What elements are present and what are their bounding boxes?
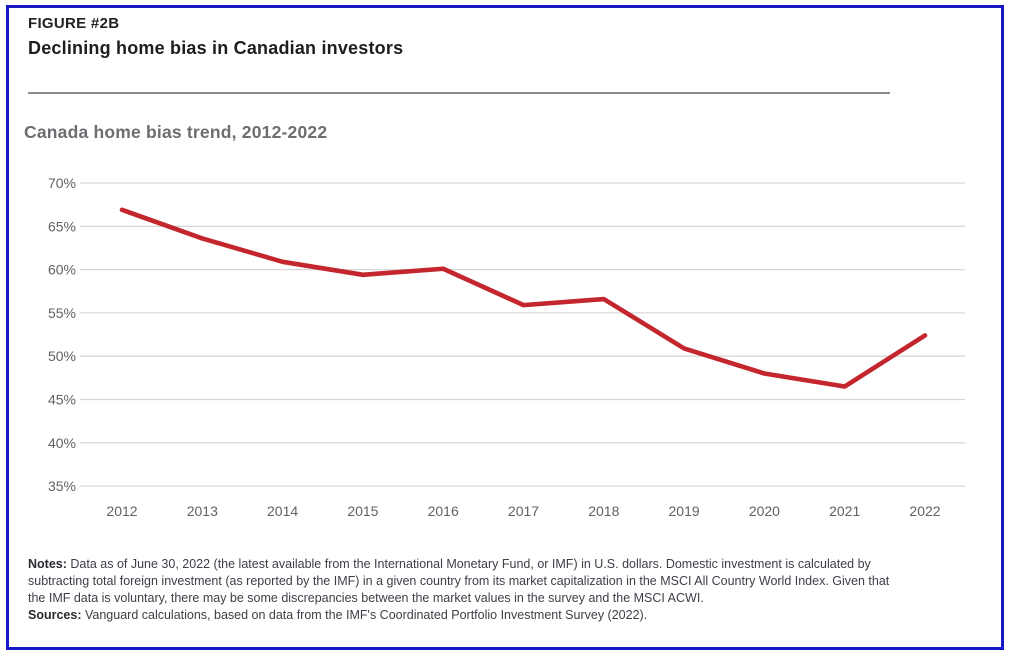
x-axis-tick-label: 2019	[669, 503, 700, 519]
x-axis-tick-label: 2013	[187, 503, 218, 519]
y-axis-tick-label: 55%	[48, 305, 76, 321]
notes-text-3: the IMF data is voluntary, there may be …	[28, 591, 704, 605]
y-axis-tick-label: 40%	[48, 435, 76, 451]
sources-line: Sources: Vanguard calculations, based on…	[28, 607, 988, 624]
x-axis-tick-label: 2017	[508, 503, 539, 519]
notes-line-2: subtracting total foreign investment (as…	[28, 573, 988, 590]
notes-text-2: subtracting total foreign investment (as…	[28, 574, 890, 588]
y-axis-tick-label: 65%	[48, 218, 76, 234]
x-axis-tick-label: 2021	[829, 503, 860, 519]
figure-title: Declining home bias in Canadian investor…	[28, 38, 404, 58]
notes-line-1: Notes: Data as of June 30, 2022 (the lat…	[28, 556, 988, 573]
notes-block: Notes: Data as of June 30, 2022 (the lat…	[28, 556, 988, 624]
y-axis-tick-label: 60%	[48, 262, 76, 278]
sources-label: Sources:	[28, 608, 82, 622]
sources-text: Vanguard calculations, based on data fro…	[84, 608, 648, 622]
x-axis-tick-label: 2015	[347, 503, 378, 519]
notes-text-1: Data as of June 30, 2022 (the latest ava…	[70, 557, 871, 571]
figure-label: FIGURE #2B	[28, 15, 120, 32]
header-divider	[28, 92, 890, 94]
trend-line	[119, 207, 928, 389]
y-axis-tick-label: 35%	[48, 478, 76, 494]
x-axis-tick-label: 2018	[588, 503, 619, 519]
notes-label: Notes:	[28, 557, 67, 571]
x-axis-tick-label: 2012	[106, 503, 137, 519]
line-chart: 70% 65% 60% 55% 50% 45% 40% 35% 2012 2013 2014 2015…	[48, 175, 965, 519]
y-axis-tick-label: 70%	[48, 175, 76, 191]
x-axis-tick-label: 2016	[428, 503, 459, 519]
chart-title: Canada home bias trend, 2012-2022	[24, 122, 328, 142]
y-axis-tick-label: 50%	[48, 348, 76, 364]
y-axis-tick-label: 45%	[48, 392, 76, 408]
x-axis-tick-label: 2020	[749, 503, 780, 519]
x-axis-tick-label: 2022	[909, 503, 940, 519]
x-axis-tick-label: 2014	[267, 503, 298, 519]
notes-line-3: the IMF data is voluntary, there may be …	[28, 590, 988, 607]
